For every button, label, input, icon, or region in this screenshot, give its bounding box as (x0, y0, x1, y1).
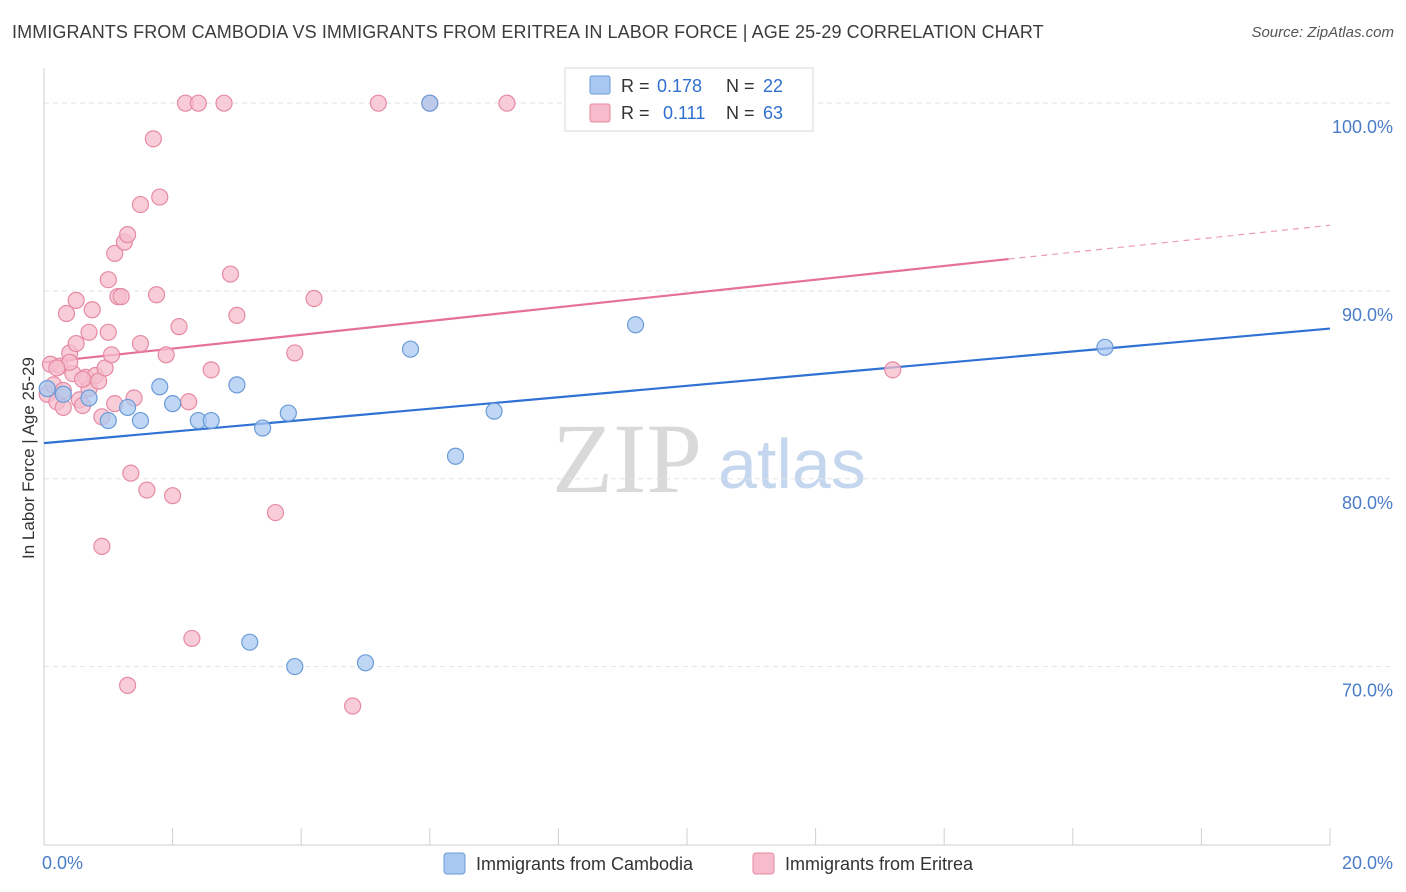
point-eritrea (147, 286, 166, 304)
trend-line-eritrea (43, 257, 1009, 364)
y-tick-label: 100.0% (1332, 117, 1393, 137)
point-eritrea (151, 188, 169, 206)
point-cambodia (228, 376, 246, 394)
point-eritrea (73, 370, 92, 388)
y-axis-title: In Labor Force | Age 25-29 (19, 357, 38, 559)
point-eritrea (106, 244, 124, 263)
point-cambodia (485, 402, 503, 420)
point-eritrea (164, 487, 182, 505)
point-eritrea (112, 288, 130, 306)
point-eritrea (67, 334, 85, 353)
y-tick-label: 90.0% (1342, 305, 1393, 325)
point-eritrea (122, 464, 140, 482)
legend-n-value-eritrea: 63 (763, 103, 783, 123)
point-cambodia (356, 654, 375, 672)
legend-r-value-cambodia: 0.178 (657, 76, 702, 96)
point-eritrea (884, 361, 902, 379)
point-eritrea (170, 318, 188, 336)
y-tick-label: 80.0% (1342, 493, 1393, 513)
legend-n-label-eritrea: N = (726, 103, 755, 123)
point-cambodia (38, 380, 56, 398)
bottom-legend-label-cambodia: Immigrants from Cambodia (476, 854, 694, 874)
legend-r-label-cambodia: R = (621, 76, 650, 96)
point-cambodia (1096, 338, 1114, 356)
point-eritrea (102, 346, 121, 364)
point-eritrea (369, 94, 387, 112)
point-cambodia (131, 411, 150, 430)
point-cambodia (421, 94, 439, 112)
point-eritrea (344, 697, 362, 715)
point-eritrea (99, 323, 117, 341)
point-eritrea (138, 481, 156, 499)
point-cambodia (80, 389, 98, 407)
point-eritrea (48, 359, 66, 377)
point-cambodia (54, 385, 72, 403)
point-eritrea (93, 537, 111, 555)
point-eritrea (83, 301, 101, 319)
trend-line-eritrea-extension (1008, 224, 1331, 260)
point-cambodia (202, 411, 220, 430)
point-eritrea (144, 130, 162, 148)
bottom-legend-swatch-cambodia (443, 852, 466, 875)
point-eritrea (221, 265, 240, 283)
point-eritrea (266, 503, 285, 522)
point-cambodia (99, 411, 117, 430)
data-points (38, 94, 1114, 715)
bottom-legend-label-eritrea: Immigrants from Eritrea (785, 854, 974, 874)
point-eritrea (157, 346, 175, 364)
point-eritrea (286, 344, 304, 362)
watermark-zip: ZIP (552, 403, 702, 514)
correlation-legend: R = 0.178 N = 22 R = 0.111 N = 63 (564, 67, 814, 132)
point-cambodia (164, 395, 182, 413)
point-eritrea (99, 271, 117, 289)
bottom-legend-swatch-eritrea (752, 852, 775, 875)
point-cambodia (626, 316, 645, 334)
source-credit: Source: ZipAtlas.com (1251, 24, 1394, 41)
point-cambodia (446, 447, 465, 465)
chart-title: IMMIGRANTS FROM CAMBODIA VS IMMIGRANTS F… (12, 22, 1044, 42)
point-eritrea (215, 94, 233, 112)
point-cambodia (401, 340, 420, 358)
point-eritrea (118, 226, 137, 244)
point-eritrea (498, 94, 516, 112)
series-legend: Immigrants from Cambodia Immigrants from… (443, 852, 974, 875)
x-tick-label-min: 0.0% (42, 853, 83, 873)
legend-r-label-eritrea: R = (621, 103, 650, 123)
x-tick-label-max: 20.0% (1342, 853, 1393, 873)
point-eritrea (67, 291, 85, 309)
legend-r-value-eritrea: 0.111 (663, 103, 705, 123)
axes (43, 68, 1331, 846)
point-eritrea (118, 676, 137, 694)
point-cambodia (151, 378, 169, 396)
point-eritrea (305, 289, 323, 308)
point-eritrea (180, 393, 198, 411)
legend-swatch-eritrea (589, 103, 611, 123)
grid-lines (44, 102, 1392, 668)
y-tick-label: 70.0% (1342, 681, 1393, 701)
legend-n-value-cambodia: 22 (763, 76, 783, 96)
axis-labels: 70.0% 80.0% 90.0% 100.0% 0.0% 20.0% (42, 117, 1393, 873)
watermark-atlas: atlas (718, 425, 866, 503)
point-eritrea (202, 361, 220, 379)
legend-n-label-cambodia: N = (726, 76, 755, 96)
point-cambodia (286, 657, 304, 676)
point-eritrea (80, 323, 98, 341)
point-eritrea (57, 304, 76, 323)
point-cambodia (254, 419, 272, 437)
point-cambodia (118, 398, 137, 417)
point-cambodia (241, 633, 259, 651)
point-eritrea (183, 629, 201, 648)
legend-swatch-cambodia (589, 75, 611, 95)
point-eritrea (228, 306, 246, 324)
point-eritrea (189, 94, 207, 112)
point-eritrea (131, 195, 150, 214)
point-eritrea (131, 334, 150, 353)
point-cambodia (279, 404, 297, 422)
